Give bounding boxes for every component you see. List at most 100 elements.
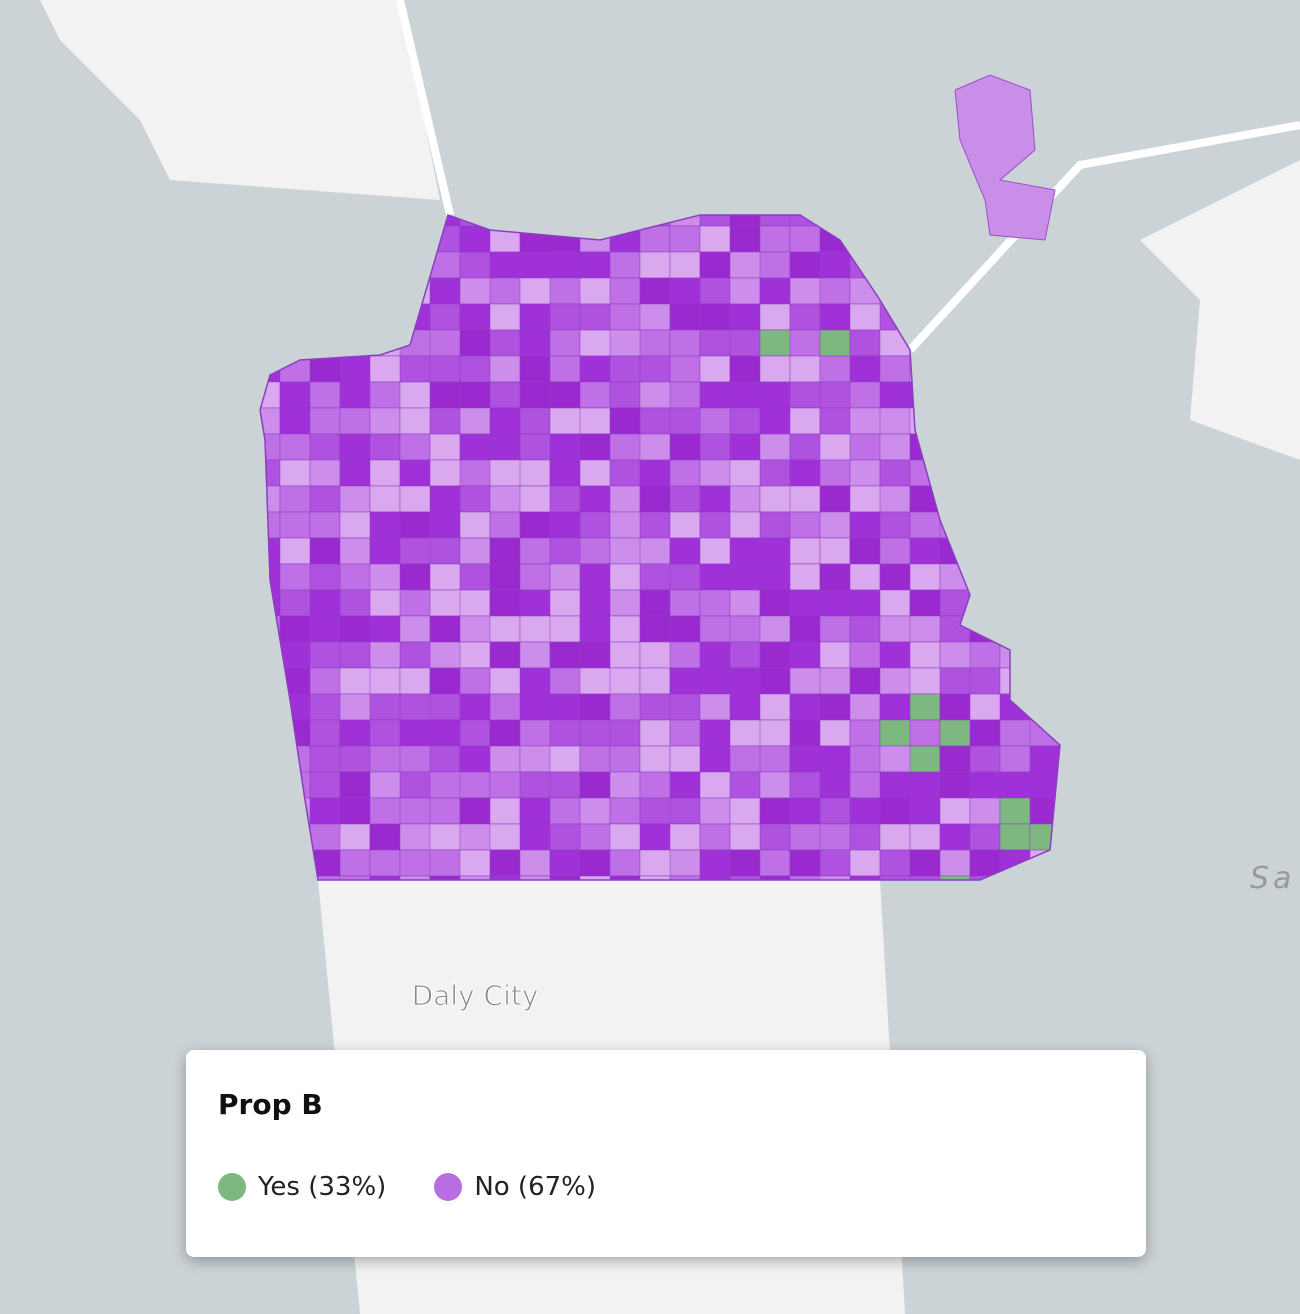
- precinct: [339, 407, 371, 435]
- precinct: [849, 215, 881, 227]
- precinct: [819, 719, 851, 747]
- precinct: [1059, 329, 1060, 357]
- precinct: [819, 563, 851, 591]
- precinct: [579, 745, 611, 773]
- precinct: [1029, 251, 1060, 279]
- precinct: [759, 277, 791, 305]
- precinct: [279, 277, 341, 305]
- precinct: [819, 589, 851, 617]
- precinct: [579, 563, 611, 591]
- precinct: [999, 563, 1060, 591]
- precinct: [909, 693, 941, 721]
- precinct: [759, 745, 791, 773]
- precinct: [669, 433, 701, 461]
- precinct: [789, 511, 821, 539]
- precinct: [969, 303, 1031, 331]
- precinct: [999, 433, 1060, 461]
- precinct: [579, 849, 611, 877]
- precinct: [939, 693, 971, 721]
- precinct: [999, 667, 1031, 695]
- precinct: [369, 875, 401, 880]
- precinct: [759, 771, 791, 799]
- precinct: [369, 849, 401, 877]
- precinct: [1059, 641, 1060, 669]
- precinct: [639, 485, 671, 513]
- precinct: [759, 667, 791, 695]
- precinct: [909, 225, 941, 253]
- precinct: [309, 251, 371, 279]
- precinct: [669, 355, 701, 383]
- precinct: [999, 641, 1031, 669]
- precinct: [549, 329, 581, 357]
- precinct: [549, 641, 581, 669]
- precinct: [879, 215, 911, 227]
- precinct: [1059, 215, 1060, 227]
- precinct: [759, 797, 791, 825]
- precinct: [729, 849, 761, 877]
- precinct: [279, 459, 311, 487]
- precinct: [429, 745, 461, 773]
- precinct: [939, 589, 971, 617]
- precinct: [519, 381, 551, 409]
- precinct: [429, 251, 461, 279]
- precinct: [339, 745, 371, 773]
- precinct: [729, 641, 761, 669]
- precinct: [879, 771, 911, 799]
- precinct: [369, 693, 401, 721]
- precinct: [999, 277, 1031, 305]
- precinct: [999, 407, 1060, 435]
- precinct: [789, 355, 821, 383]
- precinct: [489, 381, 521, 409]
- precinct: [399, 251, 431, 279]
- precinct: [1029, 589, 1060, 617]
- precinct: [909, 875, 941, 880]
- precinct: [260, 797, 311, 825]
- precinct: [639, 407, 671, 435]
- precinct: [609, 641, 641, 669]
- precinct: [459, 433, 491, 461]
- precinct: [849, 329, 881, 357]
- precinct: [260, 745, 281, 773]
- precinct: [999, 485, 1060, 513]
- precinct: [489, 433, 521, 461]
- precinct: [339, 537, 371, 565]
- precinct: [1029, 719, 1060, 747]
- precinct: [639, 329, 671, 357]
- precinct: [939, 849, 971, 877]
- precinct: [309, 329, 341, 357]
- precinct: [369, 459, 401, 487]
- precinct: [309, 511, 341, 539]
- precinct: [519, 407, 551, 435]
- precinct: [369, 667, 401, 695]
- precinct: [969, 407, 1031, 435]
- precinct: [279, 433, 311, 461]
- precinct: [939, 329, 971, 357]
- precinct: [729, 225, 761, 253]
- precinct: [429, 875, 461, 880]
- precinct: [969, 719, 1001, 747]
- precinct: [1059, 875, 1060, 880]
- precinct: [969, 563, 1031, 591]
- precinct: [909, 771, 941, 799]
- precinct: [939, 563, 1001, 591]
- precinct: [1059, 251, 1060, 279]
- precinct: [819, 641, 851, 669]
- precinct: [699, 303, 731, 331]
- precinct: [819, 537, 851, 565]
- precinct: [429, 537, 461, 565]
- precinct: [369, 303, 401, 331]
- precinct: [999, 693, 1060, 721]
- precinct: [879, 225, 941, 253]
- place-label: Sa: [1250, 861, 1295, 896]
- precinct: [579, 251, 611, 279]
- precinct: [849, 537, 881, 565]
- precinct: [1059, 589, 1060, 617]
- precinct: [729, 797, 761, 825]
- precinct: [579, 381, 611, 409]
- precinct: [519, 849, 551, 877]
- precinct: [669, 875, 701, 880]
- precinct: [819, 329, 851, 357]
- precinct: [729, 667, 761, 695]
- precinct: [519, 329, 551, 357]
